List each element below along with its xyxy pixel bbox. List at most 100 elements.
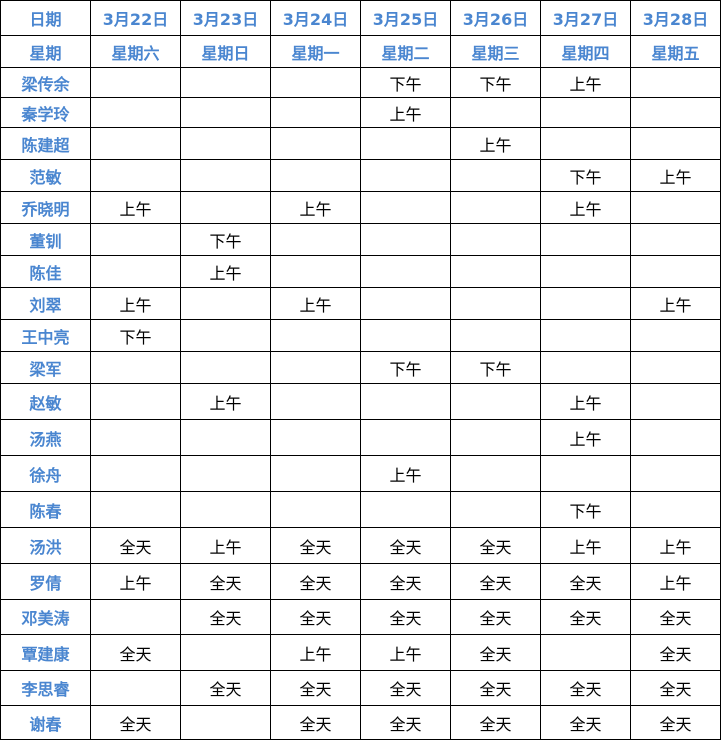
person-name: 徐舟 (0, 455, 91, 492)
table-row: 罗倩 上午 全天 全天 全天 全天 全天 上午 (0, 563, 721, 600)
shift-cell: 上午 (180, 255, 271, 288)
weekday-label: 星期 (0, 35, 91, 68)
shift-cell (450, 255, 541, 288)
shift-cell: 上午 (630, 563, 721, 600)
shift-cell: 全天 (450, 705, 541, 740)
person-name: 王中亮 (0, 319, 91, 352)
shift-cell: 上午 (180, 383, 271, 420)
shift-cell: 全天 (360, 599, 451, 635)
weekday-header-row: 星期 星期六 星期日 星期一 星期二 星期三 星期四 星期五 (0, 35, 721, 68)
shift-cell: 下午 (360, 351, 451, 384)
shift-cell: 全天 (630, 705, 721, 740)
person-name: 罗倩 (0, 563, 91, 600)
table-row: 刘翠 上午 上午 上午 (0, 287, 721, 320)
shift-cell (270, 223, 361, 256)
shift-cell (360, 159, 451, 192)
shift-cell: 全天 (270, 705, 361, 740)
table-row: 梁军 下午 下午 (0, 351, 721, 384)
shift-cell (360, 127, 451, 160)
shift-cell: 全天 (270, 599, 361, 635)
date-cell: 3月25日 (360, 0, 451, 36)
shift-cell: 上午 (360, 634, 451, 671)
weekday-cell: 星期六 (90, 35, 181, 68)
shift-cell (360, 383, 451, 420)
shift-cell: 下午 (360, 67, 451, 98)
weekday-cell: 星期二 (360, 35, 451, 68)
shift-cell (90, 419, 181, 456)
shift-cell (450, 287, 541, 320)
shift-cell: 下午 (540, 491, 631, 528)
shift-cell (630, 223, 721, 256)
table-row: 陈春 下午 (0, 491, 721, 528)
person-name: 乔晓明 (0, 191, 91, 224)
date-cell: 3月24日 (270, 0, 361, 36)
shift-cell (360, 287, 451, 320)
shift-cell: 全天 (540, 563, 631, 600)
shift-cell (270, 491, 361, 528)
shift-cell: 上午 (450, 127, 541, 160)
shift-cell: 全天 (360, 527, 451, 564)
shift-cell (180, 319, 271, 352)
shift-cell (90, 491, 181, 528)
shift-cell (450, 455, 541, 492)
table-row: 李思睿 全天 全天 全天 全天 全天 全天 (0, 670, 721, 706)
shift-cell (540, 223, 631, 256)
shift-cell (360, 491, 451, 528)
shift-cell (90, 223, 181, 256)
person-name: 陈建超 (0, 127, 91, 160)
shift-cell (450, 223, 541, 256)
shift-cell (450, 319, 541, 352)
shift-cell (180, 634, 271, 671)
shift-cell (540, 127, 631, 160)
shift-cell (90, 351, 181, 384)
shift-cell (540, 455, 631, 492)
weekday-cell: 星期一 (270, 35, 361, 68)
person-name: 谢春 (0, 705, 91, 740)
shift-cell: 下午 (450, 67, 541, 98)
shift-cell (270, 127, 361, 160)
shift-cell (180, 127, 271, 160)
shift-cell: 全天 (540, 670, 631, 706)
weekday-cell: 星期日 (180, 35, 271, 68)
person-name: 梁军 (0, 351, 91, 384)
shift-cell: 全天 (360, 563, 451, 600)
table-row: 邓美涛 全天 全天 全天 全天 全天 全天 (0, 599, 721, 635)
shift-cell (270, 67, 361, 98)
shift-cell (90, 127, 181, 160)
shift-cell: 全天 (360, 670, 451, 706)
shift-cell: 全天 (90, 527, 181, 564)
shift-cell: 上午 (630, 527, 721, 564)
shift-cell (270, 97, 361, 128)
shift-cell (180, 491, 271, 528)
shift-cell (630, 127, 721, 160)
table-row: 赵敏 上午 上午 (0, 383, 721, 420)
shift-cell: 上午 (540, 527, 631, 564)
shift-cell: 上午 (180, 527, 271, 564)
shift-cell: 全天 (450, 670, 541, 706)
person-name: 赵敏 (0, 383, 91, 420)
table-row: 谢春 全天 全天 全天 全天 全天 全天 (0, 705, 721, 740)
shift-cell (90, 670, 181, 706)
shift-cell: 上午 (360, 97, 451, 128)
shift-cell (360, 419, 451, 456)
shift-cell: 全天 (270, 563, 361, 600)
shift-cell (450, 491, 541, 528)
shift-cell: 全天 (180, 599, 271, 635)
shift-cell (540, 319, 631, 352)
weekday-cell: 星期三 (450, 35, 541, 68)
table-row: 范敏 下午 上午 (0, 159, 721, 192)
table-row: 徐舟 上午 (0, 455, 721, 492)
person-name: 陈春 (0, 491, 91, 528)
person-name: 陈佳 (0, 255, 91, 288)
shift-cell (90, 383, 181, 420)
shift-cell (450, 383, 541, 420)
shift-cell (360, 191, 451, 224)
person-name: 范敏 (0, 159, 91, 192)
shift-cell: 全天 (450, 599, 541, 635)
shift-cell: 全天 (270, 527, 361, 564)
table-row: 董钏 下午 (0, 223, 721, 256)
shift-cell (180, 287, 271, 320)
shift-cell (540, 351, 631, 384)
shift-cell (180, 191, 271, 224)
